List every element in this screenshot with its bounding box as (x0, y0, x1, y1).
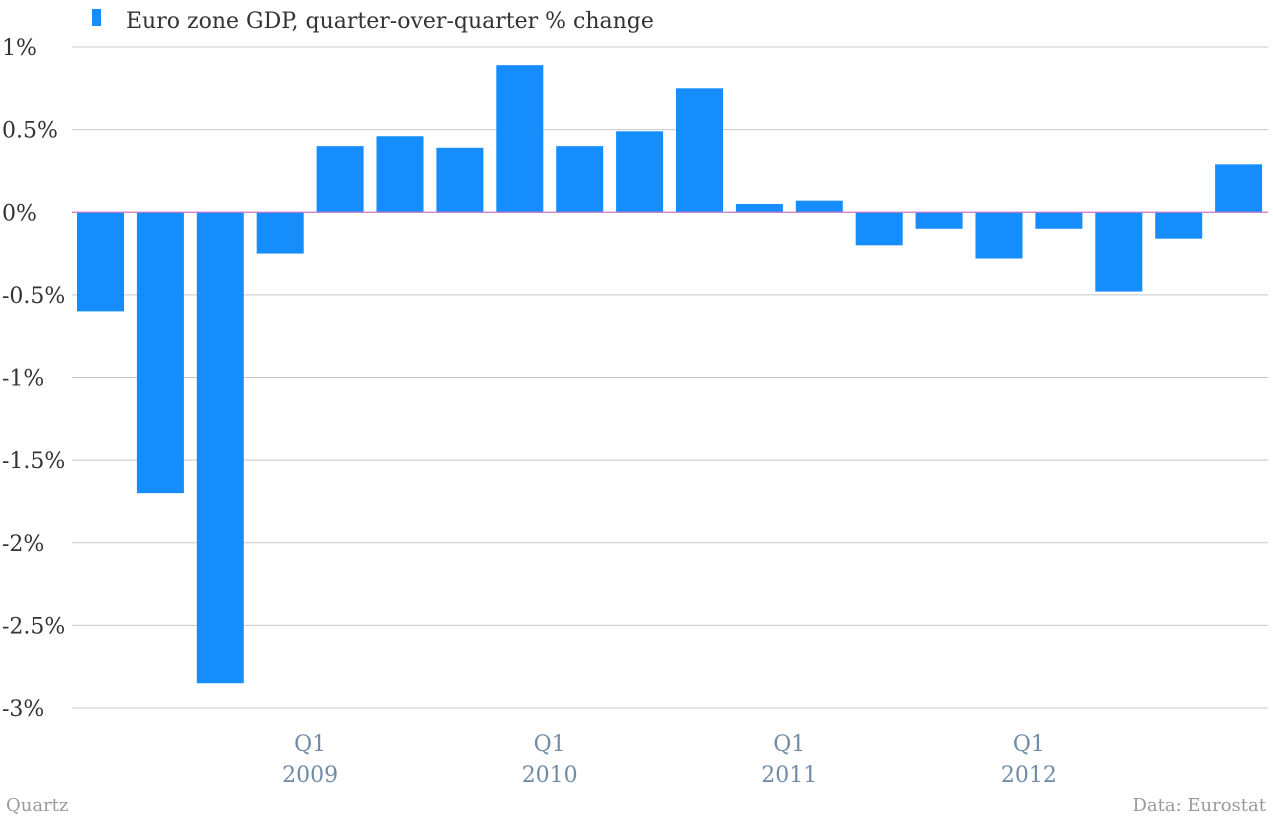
credit-quartz: Quartz (6, 795, 68, 816)
x-tick-year: 2011 (761, 763, 817, 788)
x-tick-year: 2010 (522, 763, 578, 788)
bar (376, 136, 424, 213)
bar (1035, 212, 1083, 229)
bar (855, 212, 903, 246)
bar (196, 212, 244, 684)
bar (1215, 164, 1263, 213)
bar (795, 200, 843, 213)
bar (1095, 212, 1143, 292)
gridlines (72, 46, 1268, 709)
y-tick-label: 1% (2, 36, 37, 61)
x-tick-year: 2012 (1001, 763, 1057, 788)
y-tick-label: -1% (2, 367, 44, 392)
bar (77, 212, 124, 312)
bar (616, 131, 664, 213)
bar (256, 212, 304, 254)
y-tick-label: 0.5% (2, 119, 58, 144)
y-tick-label: 0% (2, 201, 37, 226)
y-tick-label: -2.5% (2, 614, 65, 639)
x-tick-quarter: Q1 (773, 732, 805, 757)
x-tick-quarter: Q1 (294, 732, 326, 757)
bar (436, 147, 484, 213)
x-tick-quarter: Q1 (534, 732, 566, 757)
x-tick-year: 2009 (282, 763, 338, 788)
bar (556, 146, 604, 213)
bar (735, 203, 783, 213)
legend: Euro zone GDP, quarter-over-quarter % ch… (92, 9, 654, 34)
bar (1155, 212, 1203, 239)
bar (915, 212, 963, 229)
bars (77, 65, 1263, 684)
bar (136, 212, 184, 494)
x-tick-quarter: Q1 (1013, 732, 1045, 757)
credit-data-source: Data: Eurostat (1132, 795, 1266, 816)
bar (316, 146, 364, 213)
bar (676, 88, 723, 213)
legend-label: Euro zone GDP, quarter-over-quarter % ch… (126, 9, 654, 34)
y-tick-label: -1.5% (2, 449, 65, 474)
y-axis-ticks: 1% 0.5% 0% -0.5% -1% -1.5% -2% -2.5% -3% (2, 36, 65, 722)
bar (496, 65, 544, 213)
bar (975, 212, 1023, 259)
y-tick-label: -0.5% (2, 284, 65, 309)
x-axis-ticks: Q1 2009 Q1 2010 Q1 2011 Q1 2012 (282, 732, 1057, 788)
legend-swatch (92, 9, 101, 26)
y-tick-label: -3% (2, 697, 44, 722)
y-tick-label: -2% (2, 532, 44, 557)
